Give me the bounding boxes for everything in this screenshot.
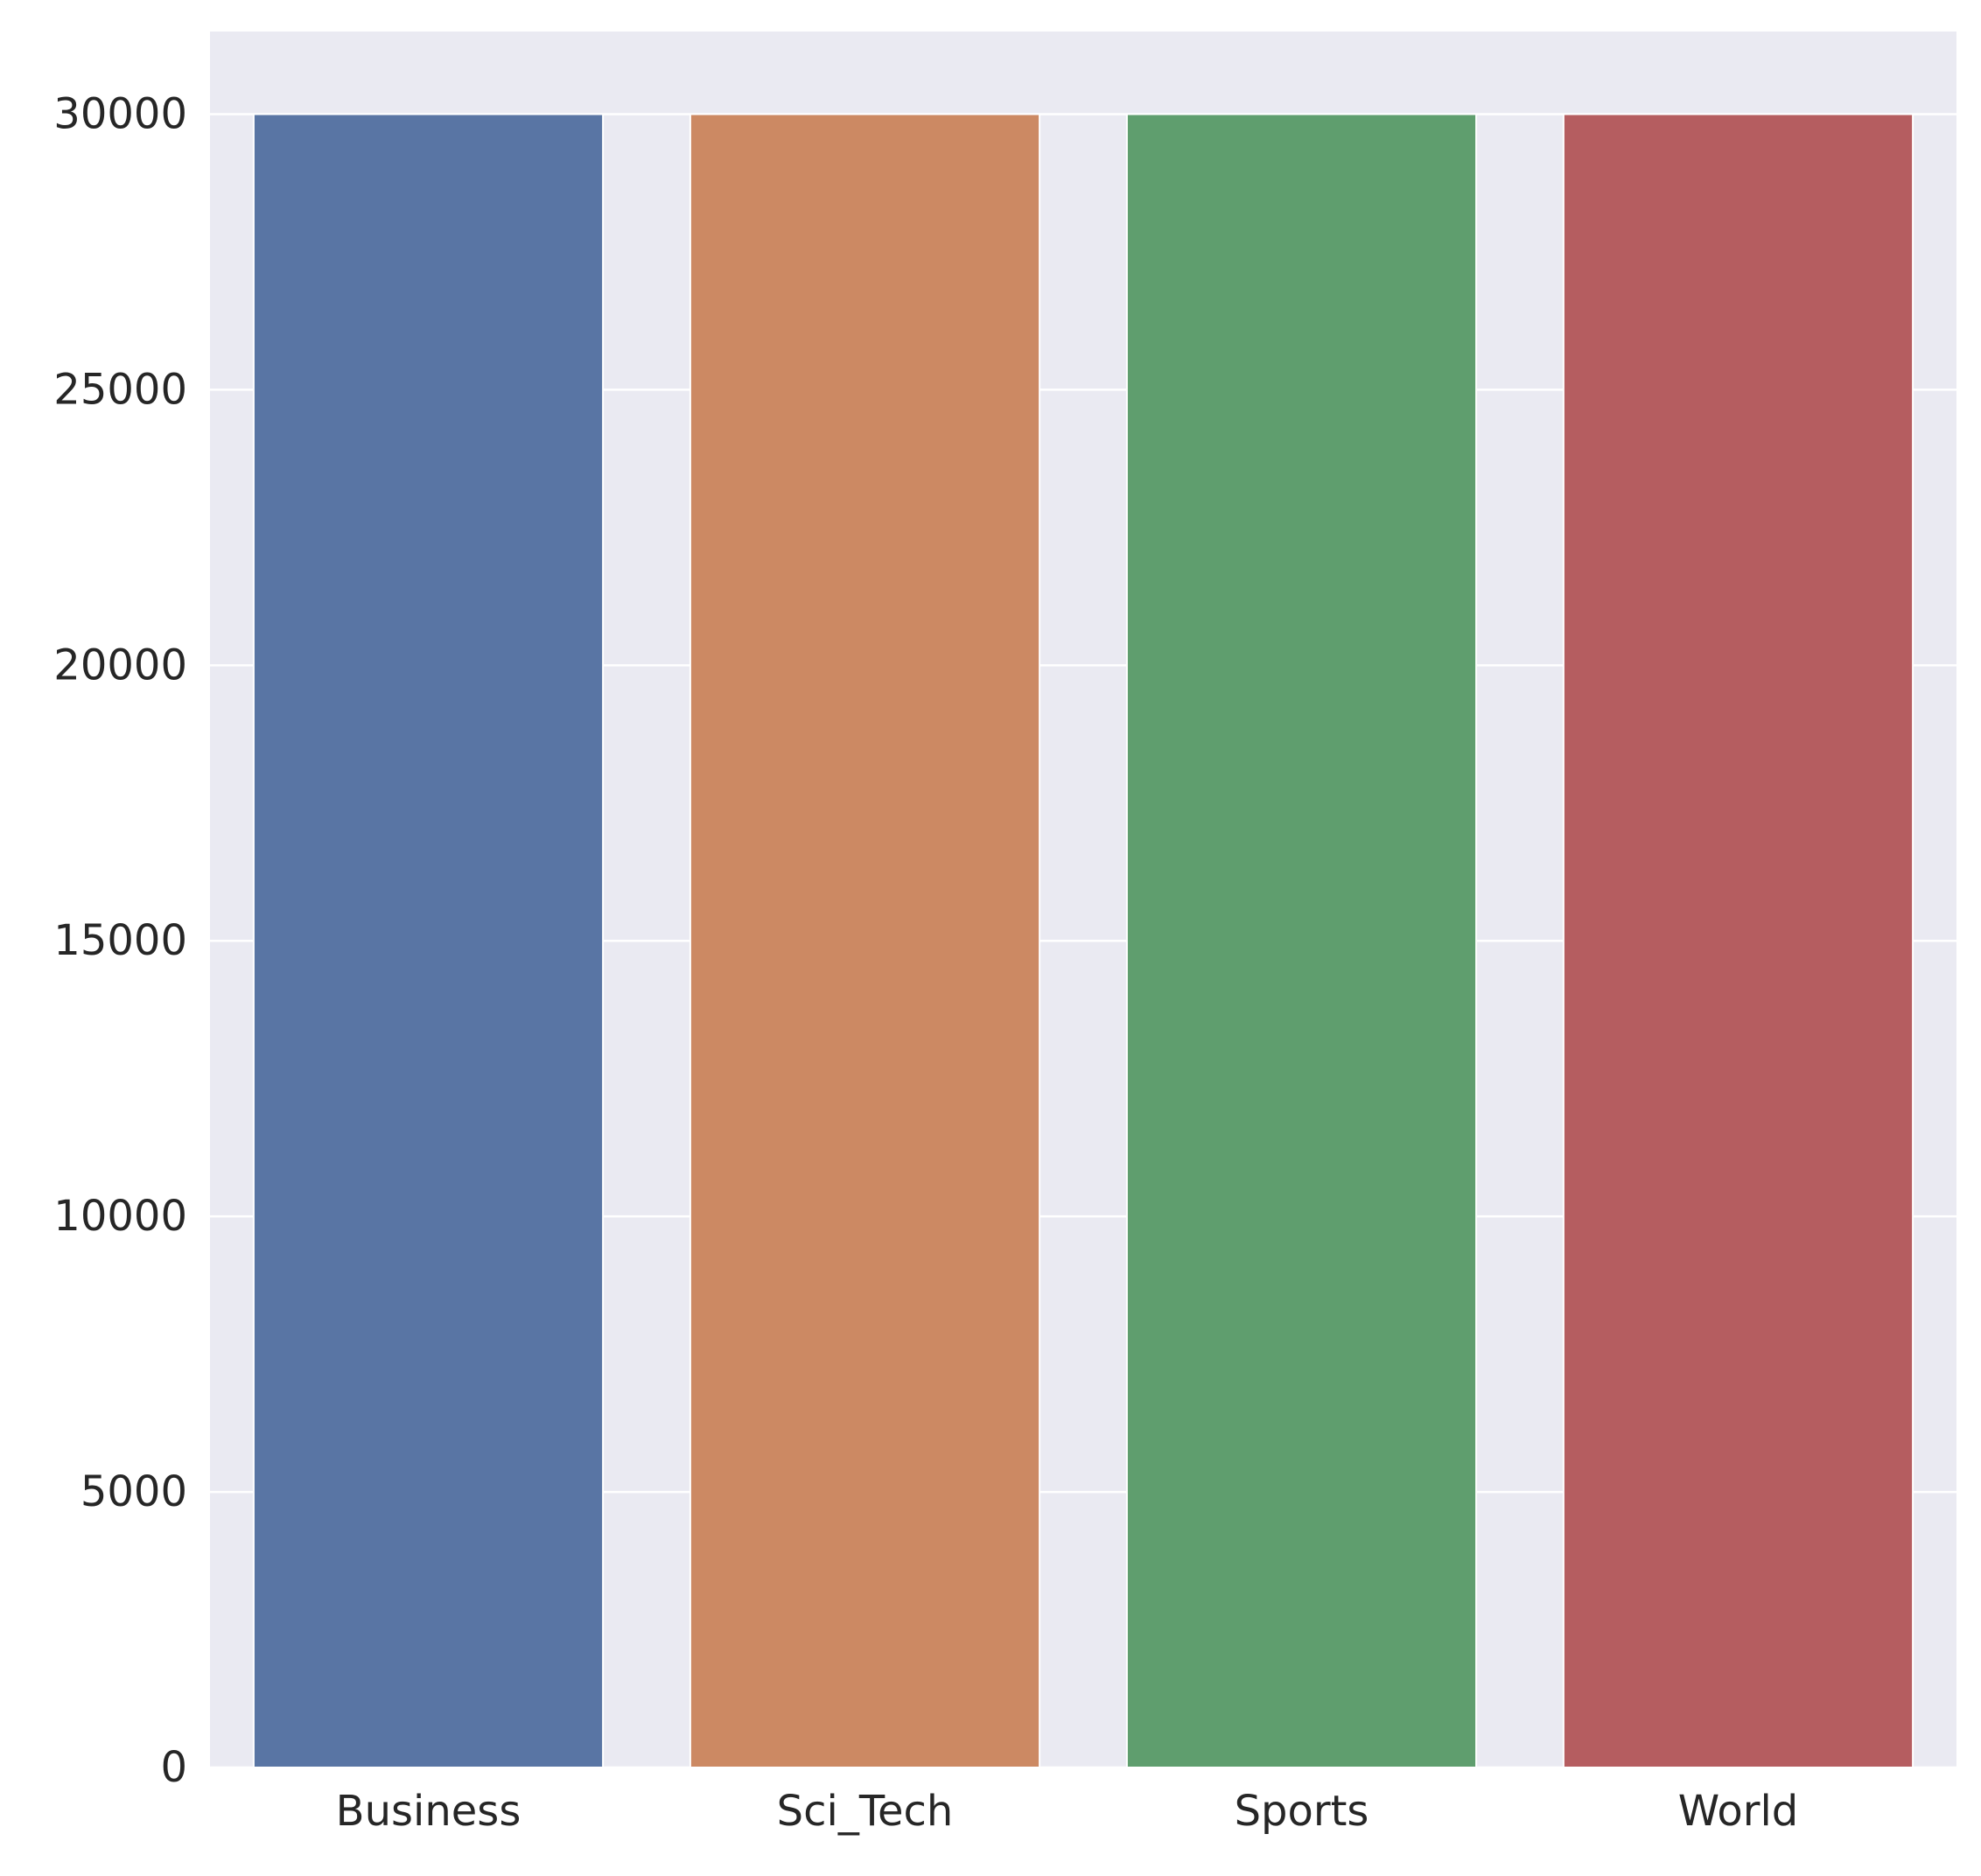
x-tick-label: Sports — [1235, 1787, 1369, 1836]
x-tick-label: World — [1678, 1787, 1799, 1836]
y-tick-label: 5000 — [80, 1467, 187, 1516]
x-tick-label: Business — [336, 1787, 522, 1836]
y-tick-label: 0 — [160, 1743, 187, 1792]
x-tick-label: Sci_Tech — [777, 1787, 954, 1836]
bar-world — [1562, 113, 1914, 1768]
bar-business — [252, 113, 605, 1768]
bar-sci-tech — [689, 113, 1041, 1768]
y-tick-label: 15000 — [53, 916, 187, 965]
bars — [252, 113, 1914, 1768]
bar-sports — [1125, 113, 1478, 1768]
y-tick-label: 25000 — [53, 365, 187, 414]
x-axis-ticks: Business Sci_Tech Sports World — [336, 1787, 1799, 1836]
y-axis-ticks: 0 5000 10000 15000 20000 25000 30000 — [53, 89, 187, 1792]
y-tick-label: 20000 — [53, 640, 187, 690]
y-tick-label: 10000 — [53, 1192, 187, 1241]
y-tick-label: 30000 — [53, 89, 187, 138]
